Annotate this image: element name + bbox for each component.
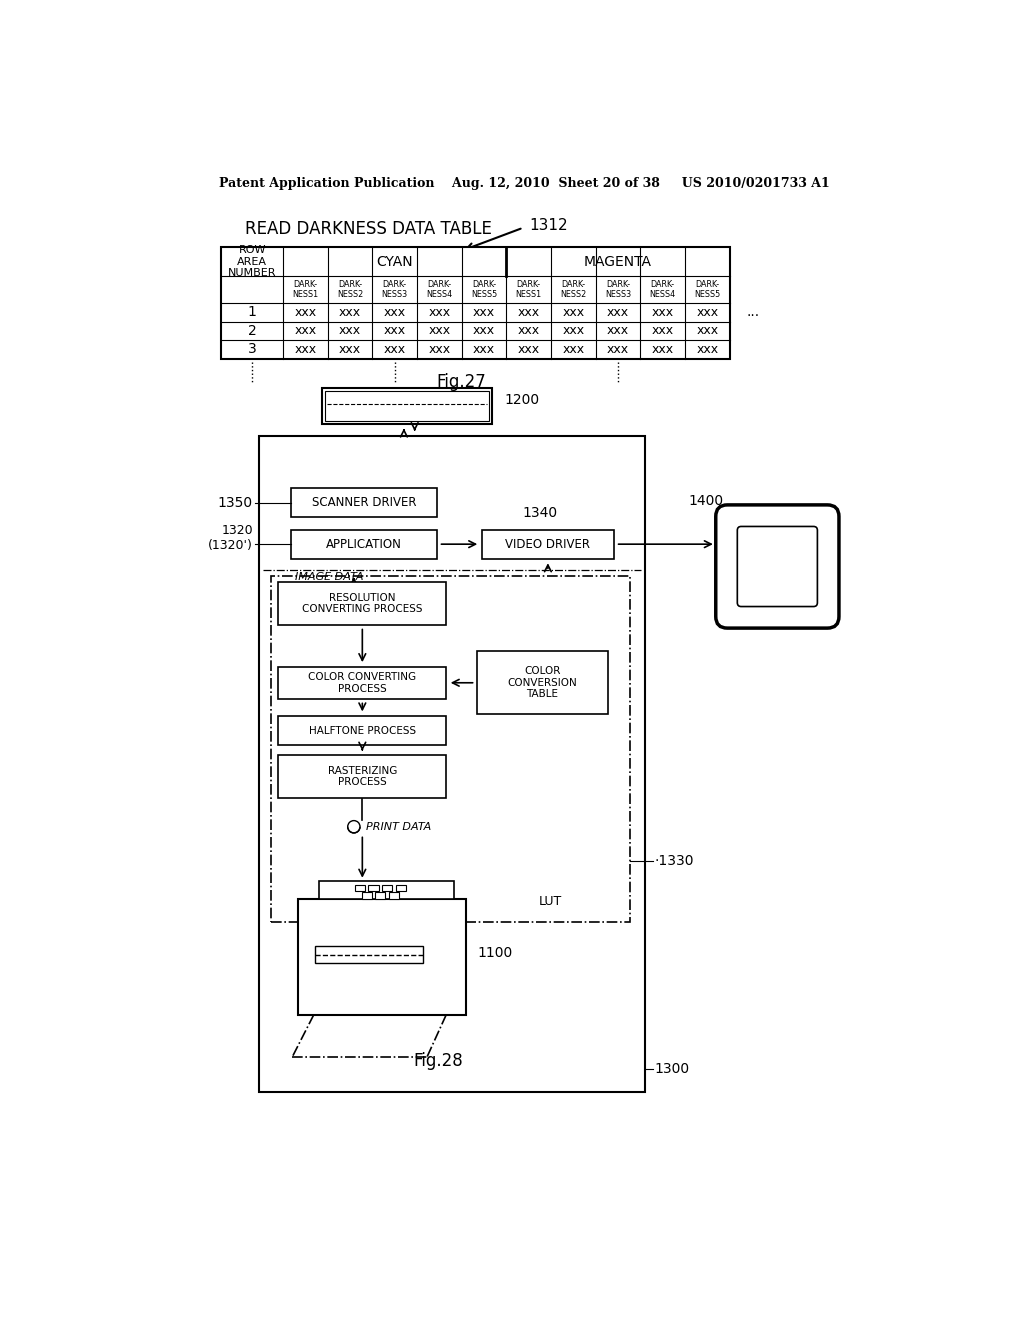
Bar [477,651,608,714]
Text: xxx: xxx [607,325,629,338]
Bar [221,247,730,359]
Text: DARK-
NESS3: DARK- NESS3 [605,280,631,300]
Text: xxx: xxx [473,343,495,356]
Text: xxx: xxx [562,325,585,338]
Bar [279,667,446,700]
Bar [291,488,437,517]
Text: HALFTONE PROCESS: HALFTONE PROCESS [309,726,416,735]
Text: xxx: xxx [607,306,629,319]
Text: xxx: xxx [562,343,585,356]
Text: xxx: xxx [339,306,361,319]
Bar [389,892,399,899]
Text: xxx: xxx [607,343,629,356]
Text: xxx: xxx [294,325,316,338]
Text: xxx: xxx [384,343,406,356]
Text: 1312: 1312 [529,218,568,232]
Bar [376,892,385,899]
Text: xxx: xxx [651,343,674,356]
Text: VIDEO DRIVER: VIDEO DRIVER [506,537,591,550]
Text: xxx: xxx [517,343,540,356]
Text: xxx: xxx [339,343,361,356]
Text: ...: ... [746,305,760,319]
Bar [354,884,365,891]
Bar [481,529,614,558]
Text: DARK-
NESS1: DARK- NESS1 [516,280,542,300]
Text: ROW
AREA
NUMBER: ROW AREA NUMBER [228,246,276,279]
Text: 1350: 1350 [218,495,253,510]
Bar [315,946,423,964]
Text: xxx: xxx [651,325,674,338]
Text: xxx: xxx [696,325,719,338]
Text: xxx: xxx [428,343,451,356]
Bar [298,899,466,1015]
Text: COLOR CONVERTING
PROCESS: COLOR CONVERTING PROCESS [308,672,417,693]
Bar [369,884,379,891]
Text: SCANNER DRIVER: SCANNER DRIVER [311,496,416,510]
Text: 1300: 1300 [654,1061,689,1076]
Text: DARK-
NESS4: DARK- NESS4 [649,280,676,300]
Text: 1: 1 [248,305,257,319]
FancyBboxPatch shape [716,506,839,628]
Circle shape [348,821,360,833]
Text: 1340: 1340 [522,506,558,520]
Text: READ DARKNESS DATA TABLE: READ DARKNESS DATA TABLE [245,220,492,238]
Text: 1200: 1200 [504,393,539,407]
Text: xxx: xxx [517,306,540,319]
Text: DARK-
NESS2: DARK- NESS2 [337,280,364,300]
Text: DARK-
NESS4: DARK- NESS4 [426,280,453,300]
Text: COLOR
CONVERSION
TABLE: COLOR CONVERSION TABLE [508,667,578,700]
Text: MAGENTA: MAGENTA [584,255,652,268]
Text: DARK-
NESS2: DARK- NESS2 [560,280,587,300]
Text: Fig.27: Fig.27 [437,372,486,391]
Text: CYAN: CYAN [377,255,413,268]
Text: 1320
(1320'): 1320 (1320') [208,524,253,552]
Text: RASTERIZING
PROCESS: RASTERIZING PROCESS [328,766,397,787]
Text: xxx: xxx [517,325,540,338]
FancyBboxPatch shape [737,527,817,607]
Bar [291,529,437,558]
Text: APPLICATION: APPLICATION [326,537,401,550]
Text: PRINT DATA: PRINT DATA [367,822,431,832]
Text: xxx: xxx [339,325,361,338]
Text: xxx: xxx [384,306,406,319]
Text: xxx: xxx [696,306,719,319]
Text: IMAGE DATA: IMAGE DATA [295,573,364,582]
Bar [279,582,446,626]
Bar [382,884,392,891]
Bar [279,715,446,744]
Bar [322,388,493,424]
Text: 1400: 1400 [688,494,724,508]
Text: xxx: xxx [294,343,316,356]
Bar [259,436,645,1092]
Text: DARK-
NESS5: DARK- NESS5 [694,280,721,300]
Text: xxx: xxx [696,343,719,356]
Text: xxx: xxx [473,325,495,338]
Bar [396,884,407,891]
Text: xxx: xxx [428,325,451,338]
Text: xxx: xxx [651,306,674,319]
Text: 3: 3 [248,342,257,356]
Text: RESOLUTION
CONVERTING PROCESS: RESOLUTION CONVERTING PROCESS [302,593,423,614]
Bar [325,391,489,421]
Text: ·1330: ·1330 [654,854,693,867]
Text: DARK-
NESS3: DARK- NESS3 [382,280,408,300]
Text: Patent Application Publication    Aug. 12, 2010  Sheet 20 of 38     US 2010/0201: Patent Application Publication Aug. 12, … [219,177,830,190]
Bar [319,880,454,899]
Text: LUT: LUT [539,895,562,908]
Bar [361,892,372,899]
Text: xxx: xxx [294,306,316,319]
Bar [271,576,630,923]
Text: DARK-
NESS1: DARK- NESS1 [292,280,318,300]
Text: 1100: 1100 [477,946,512,960]
Text: xxx: xxx [428,306,451,319]
Bar [279,755,446,797]
Text: Fig.28: Fig.28 [414,1052,464,1069]
Text: DARK-
NESS5: DARK- NESS5 [471,280,497,300]
Text: 2: 2 [248,323,257,338]
Text: xxx: xxx [384,325,406,338]
Text: xxx: xxx [473,306,495,319]
Text: xxx: xxx [562,306,585,319]
